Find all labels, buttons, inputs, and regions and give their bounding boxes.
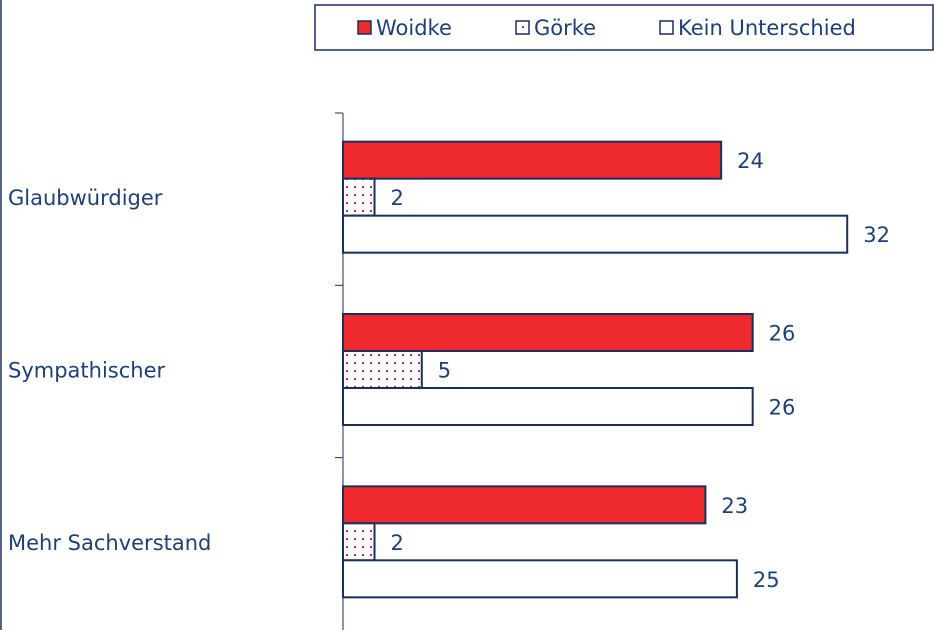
value-label: 32 [863,223,890,247]
category-label: Glaubwürdiger [8,186,163,210]
bar [342,140,723,180]
value-label: 26 [769,322,796,346]
legend-label: Kein Unterschied [678,16,856,40]
value-label: 25 [753,568,780,592]
value-label: 2 [391,186,404,210]
legend-swatch [659,20,674,35]
value-label: 26 [769,396,796,420]
bar [342,350,423,389]
bar [342,313,754,352]
bar [342,214,849,254]
legend-swatch [515,20,530,35]
bar [342,387,754,426]
category-label: Mehr Sachverstand [8,531,211,555]
legend-swatch [357,20,372,35]
value-label: 2 [391,531,404,555]
bar [342,177,376,217]
bar [342,522,376,562]
value-label: 24 [737,149,764,173]
value-label: 23 [721,494,748,518]
legend-label: Woidke [376,16,452,40]
value-label: 5 [438,359,451,383]
bar [342,559,738,599]
legend-box [314,4,934,51]
legend-label: Görke [534,16,596,40]
bar [342,485,707,525]
category-label: Sympathischer [8,359,166,383]
